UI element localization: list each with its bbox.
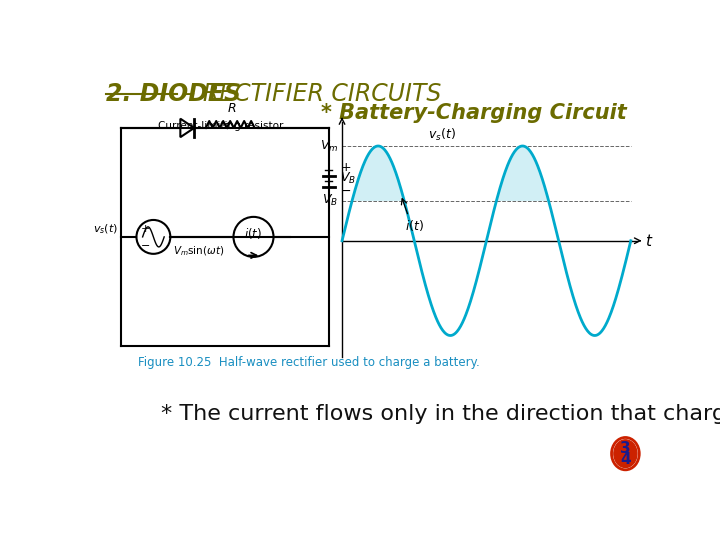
Text: $i(t)$: $i(t)$ <box>405 218 423 233</box>
Text: $V_B$: $V_B$ <box>322 193 338 208</box>
Text: $R$: $R$ <box>228 102 237 115</box>
Ellipse shape <box>614 440 637 468</box>
Text: Current-limiting resistor: Current-limiting resistor <box>158 121 283 131</box>
Text: * Battery-Charging Circuit: * Battery-Charging Circuit <box>321 103 627 123</box>
Text: $+$: $+$ <box>140 223 150 234</box>
Text: $-$: $-$ <box>140 239 150 249</box>
Text: $v_s(t)$: $v_s(t)$ <box>93 222 118 236</box>
Text: Figure 10.25  Half-wave rectifier used to charge a battery.: Figure 10.25 Half-wave rectifier used to… <box>138 356 480 369</box>
Text: $i(t)$: $i(t)$ <box>245 226 263 241</box>
Text: 2. DIODES: 2. DIODES <box>106 82 240 106</box>
Text: * The current flows only in the direction that charges the battery.: * The current flows only in the directio… <box>161 403 720 423</box>
Text: $t$: $t$ <box>644 233 653 249</box>
Text: 3: 3 <box>620 441 631 456</box>
Text: $V_m\sin(\omega t)$: $V_m\sin(\omega t)$ <box>174 245 225 258</box>
Text: – RECTIFIER CIRCUITS: – RECTIFIER CIRCUITS <box>176 82 442 106</box>
Text: $v_s(t)$: $v_s(t)$ <box>428 127 456 143</box>
Text: $-$: $-$ <box>340 184 351 197</box>
Text: 4: 4 <box>620 453 631 467</box>
Text: $V_m$: $V_m$ <box>320 138 338 153</box>
Text: $+$: $+$ <box>340 160 351 173</box>
Text: $V_B$: $V_B$ <box>340 171 356 186</box>
